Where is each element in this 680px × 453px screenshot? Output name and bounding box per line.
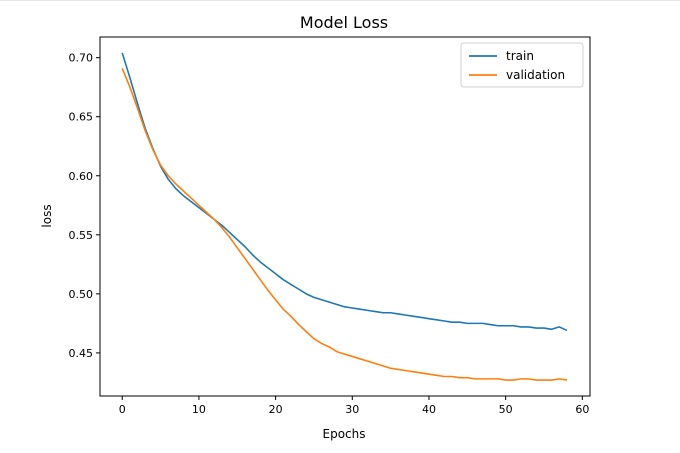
y-axis-label: loss [40,204,54,227]
series-line-validation [121,67,568,381]
y-tick-label: 0.70 [69,52,94,65]
x-tick-label: 10 [192,403,206,416]
y-tick-label: 0.55 [69,229,94,242]
y-tick-label: 0.65 [69,111,94,124]
legend-label-train: train [506,49,534,63]
chart-title: Model Loss [300,13,388,32]
x-tick-label: 50 [499,403,513,416]
legend: train validation [460,42,584,88]
top-border [0,0,680,1]
x-tick-label: 60 [575,403,589,416]
y-axis: 0.45 0.50 0.55 0.60 0.65 0.70 [69,52,100,360]
x-axis-label: Epochs [323,427,366,441]
x-tick-label: 20 [269,403,283,416]
plot-area [99,36,591,397]
x-tick-label: 30 [345,403,359,416]
series-lines [121,52,568,381]
x-tick-label: 0 [119,403,126,416]
series-line-train [121,52,568,332]
legend-box [460,42,584,88]
axes-frame [99,36,591,397]
x-tick-label: 40 [422,403,436,416]
legend-label-validation: validation [506,68,565,82]
x-axis: 0 10 20 30 40 50 60 [119,396,589,416]
y-tick-label: 0.60 [69,170,94,183]
y-tick-label: 0.45 [69,347,94,360]
y-tick-label: 0.50 [69,288,94,301]
